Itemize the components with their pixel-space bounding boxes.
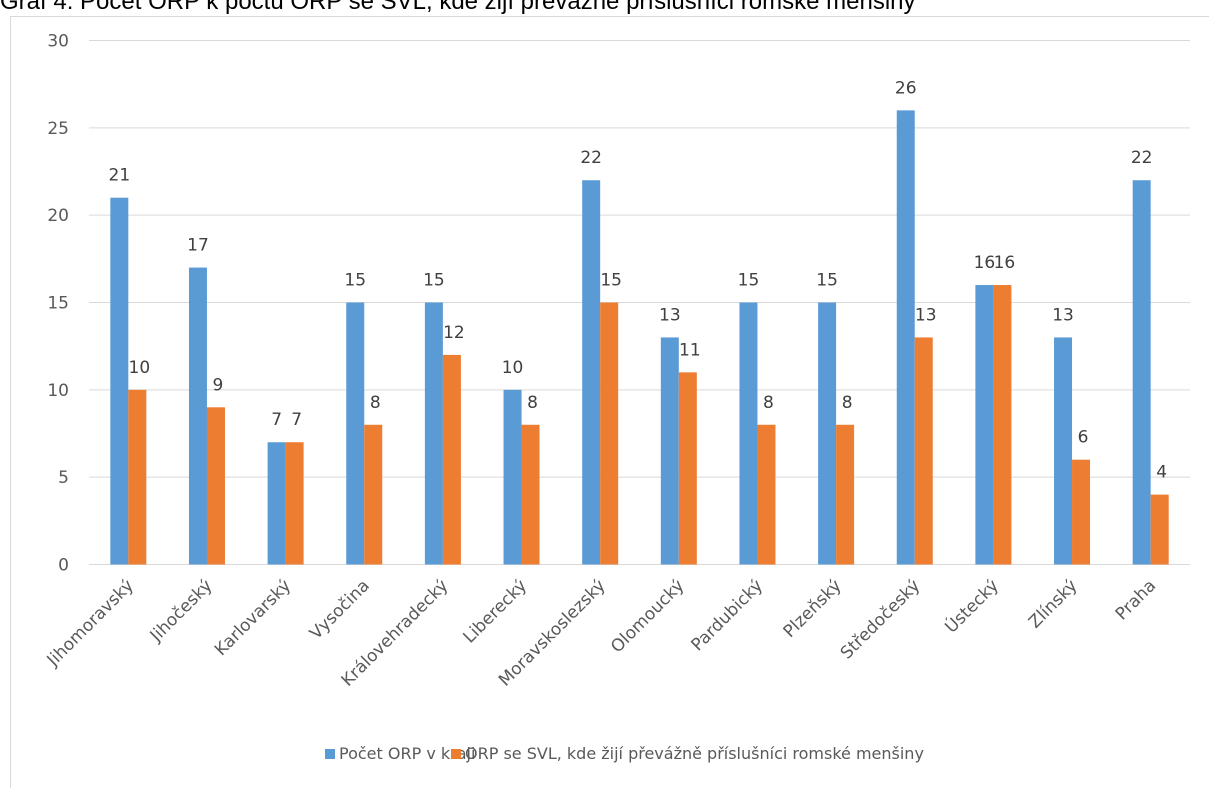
data-label: 22 (1131, 148, 1153, 168)
data-label: 8 (370, 393, 381, 413)
data-label: 10 (129, 358, 151, 378)
legend-swatch-pocet-orp (325, 749, 335, 759)
data-label: 26 (895, 78, 917, 98)
y-tick-label: 0 (58, 556, 69, 576)
data-label: 10 (502, 358, 524, 378)
x-tick-label: Plzeňský (780, 576, 846, 642)
x-tick-label: Jihomoravský (43, 576, 138, 671)
bars (110, 110, 1169, 565)
data-label: 16 (974, 253, 996, 273)
bar-pocet-orp (582, 180, 601, 565)
data-label: 7 (271, 410, 282, 430)
chart-title: Graf 4: Počet ORP k počtu ORP se SVL, kd… (0, 0, 916, 15)
bar-orp-svl (678, 372, 697, 565)
chart-frame (10, 16, 1209, 788)
legend-swatch-orp-svl (451, 749, 461, 759)
bar-orp-svl (1150, 494, 1169, 565)
x-tick-label: Praha (1112, 576, 1160, 624)
data-label: 8 (763, 393, 774, 413)
bar-pocet-orp (267, 442, 286, 565)
gridlines (89, 40, 1190, 565)
bar-pocet-orp (739, 302, 758, 565)
x-tick-label: Olomoucký (607, 576, 688, 657)
data-label: 15 (738, 271, 760, 291)
bar-orp-svl (836, 424, 855, 565)
data-label: 7 (291, 410, 302, 430)
bar-orp-svl (1072, 459, 1091, 565)
y-tick-label: 30 (47, 32, 69, 52)
data-label: 13 (915, 305, 937, 325)
bar-orp-svl (206, 407, 225, 565)
bar-orp-svl (128, 389, 147, 565)
data-label: 4 (1156, 463, 1167, 483)
y-tick-label: 5 (58, 468, 69, 488)
bar-pocet-orp (346, 302, 365, 565)
data-label: 9 (213, 375, 224, 395)
x-tick-label: Liberecký (460, 576, 532, 648)
bar-pocet-orp (188, 267, 207, 565)
data-label: 15 (423, 271, 445, 291)
data-label: 16 (994, 253, 1016, 273)
legend-label-orp-svl: ORP se SVL, kde žijí převážně příslušníc… (465, 744, 924, 763)
data-label: 13 (659, 305, 681, 325)
bar-pocet-orp (660, 337, 679, 565)
bar-pocet-orp (503, 389, 522, 565)
data-label: 13 (1052, 305, 1074, 325)
data-label: 8 (842, 393, 853, 413)
x-tick-label: Pardubický (688, 576, 767, 655)
x-tick-label: Ústecký (940, 574, 1003, 637)
bar-pocet-orp (1132, 180, 1151, 565)
bar-orp-svl (914, 337, 933, 565)
bar-orp-svl (285, 442, 304, 565)
data-label: 11 (679, 340, 701, 360)
bar-pocet-orp (896, 110, 915, 565)
bar-pocet-orp (818, 302, 837, 565)
data-label: 17 (187, 236, 209, 256)
bar-pocet-orp (110, 197, 129, 565)
data-label: 12 (443, 323, 465, 343)
y-axis-ticks: 0 5 10 15 20 25 30 (47, 32, 69, 576)
bar-orp-svl (757, 424, 776, 565)
y-tick-label: 10 (47, 381, 69, 401)
data-label: 15 (816, 271, 838, 291)
bar-orp-svl (364, 424, 383, 565)
data-label: 15 (344, 271, 366, 291)
bar-orp-svl (600, 302, 619, 565)
data-label: 6 (1078, 428, 1089, 448)
x-tick-label: Karlovarský (211, 576, 295, 660)
x-tick-label: Jihočeský (146, 576, 217, 647)
y-tick-label: 20 (47, 206, 69, 226)
y-tick-label: 15 (47, 294, 69, 314)
y-tick-label: 25 (47, 119, 69, 139)
bar-pocet-orp (1054, 337, 1073, 565)
data-label: 22 (580, 148, 602, 168)
bar-orp-svl (442, 354, 461, 565)
bar-pocet-orp (975, 285, 994, 565)
bar-orp-svl (521, 424, 540, 565)
legend-label-pocet-orp: Počet ORP v kraji (339, 744, 475, 763)
x-tick-label: Vysočina (306, 576, 374, 644)
x-tick-label: Středočeský (837, 576, 924, 663)
data-label: 15 (600, 271, 622, 291)
bar-orp-svl (993, 285, 1012, 565)
x-tick-label: Zlínský (1025, 576, 1082, 633)
bar-pocet-orp (424, 302, 443, 565)
data-label: 21 (109, 166, 131, 186)
data-label: 8 (527, 393, 538, 413)
